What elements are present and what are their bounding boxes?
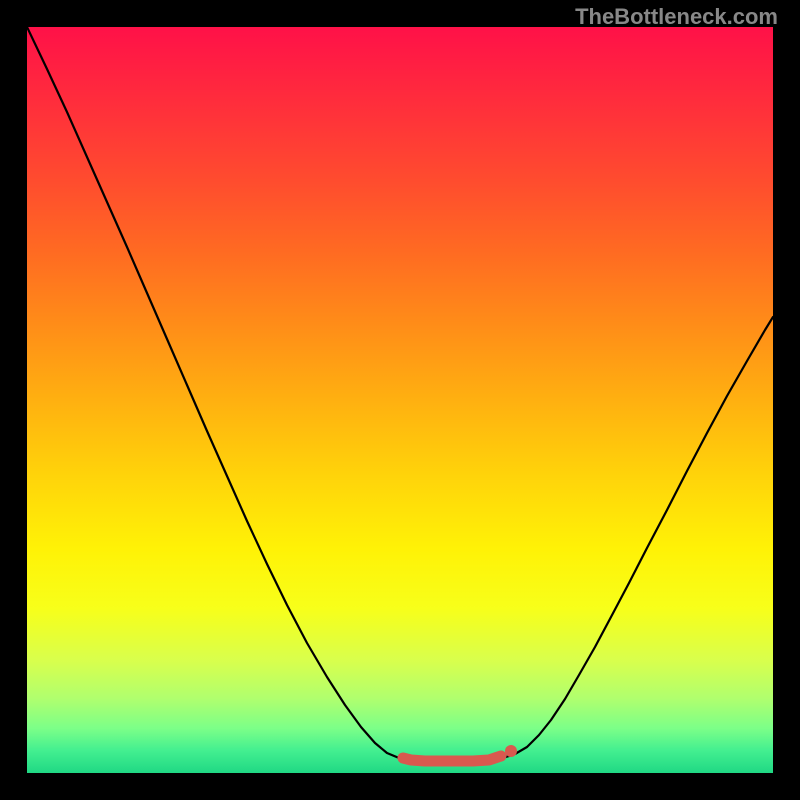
optimal-range-segment — [403, 756, 501, 761]
chart-svg — [27, 27, 773, 773]
gradient-background — [27, 27, 773, 773]
plot-area — [27, 27, 773, 773]
chart-frame: TheBottleneck.com — [0, 0, 800, 800]
optimal-range-end-dot — [505, 745, 517, 757]
watermark-text: TheBottleneck.com — [575, 4, 778, 30]
